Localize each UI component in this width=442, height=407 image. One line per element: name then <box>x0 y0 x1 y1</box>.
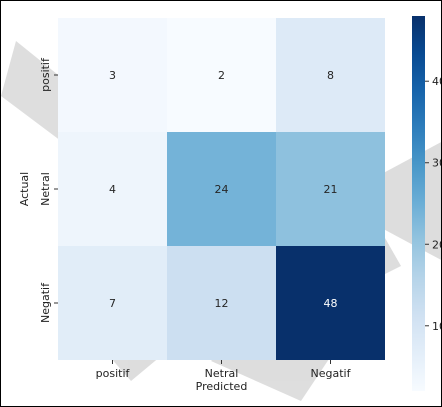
heatmap-cell <box>58 18 167 132</box>
heatmap-cell <box>167 18 276 132</box>
cell-value-label: 21 <box>324 183 338 196</box>
cell-value-label: 2 <box>218 69 225 82</box>
colorbar <box>412 16 425 391</box>
axis-ticks: positif Netral Negatif positif Netral Negatif <box>39 57 352 380</box>
heatmap-cell <box>167 246 276 360</box>
heatmap-cell <box>276 246 385 360</box>
colorbar-tick-label: 40 <box>432 75 442 88</box>
heatmap-cells: 3 2 8 4 24 21 7 12 48 <box>58 18 385 360</box>
colorbar-tick-label: 20 <box>432 238 442 251</box>
cell-value-label: 12 <box>215 297 229 310</box>
cell-value-label: 8 <box>327 69 334 82</box>
heatmap-cell <box>58 132 167 246</box>
cell-value-label: 3 <box>109 69 116 82</box>
x-tick-label: Netral <box>205 367 239 380</box>
heatmap-cell <box>276 132 385 246</box>
heatmap-cell <box>167 132 276 246</box>
colorbar-ticks: 10 20 30 40 <box>425 75 442 333</box>
y-tick-label: positif <box>39 57 52 92</box>
colorbar-tick-label: 30 <box>432 157 442 170</box>
x-axis-title: Predicted <box>196 380 248 393</box>
cell-value-label: 7 <box>109 297 116 310</box>
cell-value-label: 24 <box>215 183 229 196</box>
colorbar-tick-label: 10 <box>432 320 442 333</box>
cell-value-label: 4 <box>109 183 116 196</box>
y-tick-label: Netral <box>39 172 52 206</box>
heatmap-cell <box>276 18 385 132</box>
y-tick-label: Negatif <box>39 282 52 323</box>
cell-value-label: 48 <box>324 297 338 310</box>
y-axis-title: Actual <box>18 172 31 206</box>
x-tick-label: positif <box>96 367 131 380</box>
x-tick-label: Negatif <box>311 367 352 380</box>
heatmap-cell <box>58 246 167 360</box>
